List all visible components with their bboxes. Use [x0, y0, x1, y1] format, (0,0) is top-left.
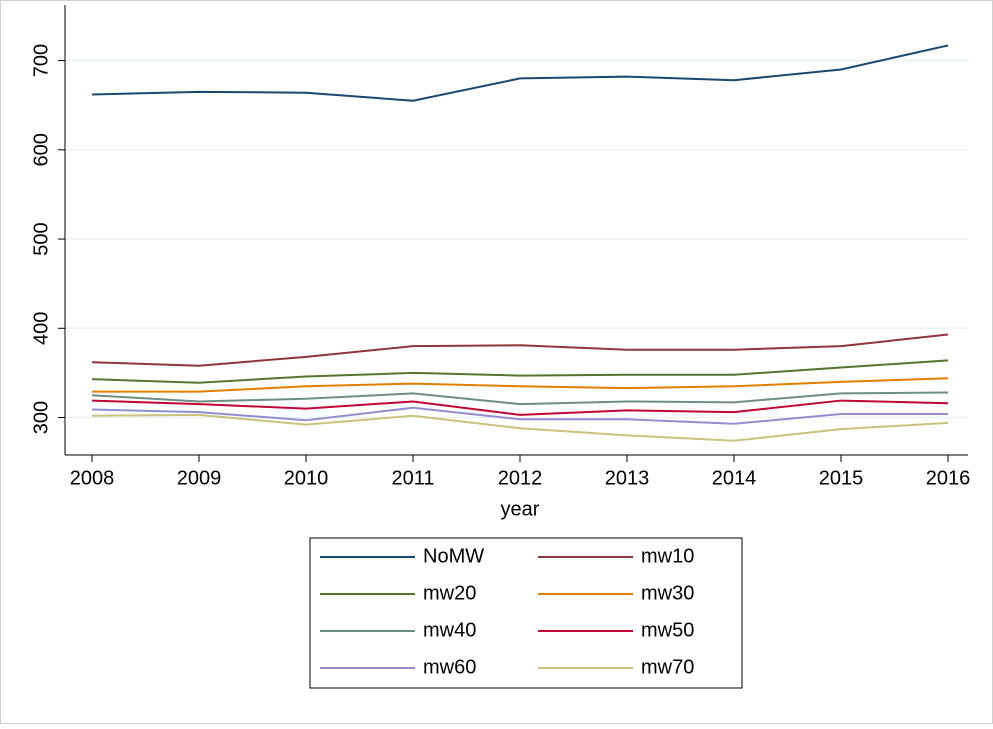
legend-label: mw30 — [641, 582, 694, 604]
x-axis-title: year — [501, 498, 540, 520]
legend-label: mw10 — [641, 545, 694, 567]
legend-label: mw70 — [641, 656, 694, 678]
legend-label: mw40 — [423, 619, 476, 641]
line-series — [91, 391, 949, 406]
x-tick-label: 2011 — [391, 467, 434, 489]
line-series — [91, 406, 948, 425]
legend-label: NoMW — [423, 545, 484, 567]
line-series — [91, 359, 949, 384]
y-tick-label: 500 — [30, 222, 52, 255]
x-tick-label: 2008 — [70, 467, 115, 489]
y-tick-label: 400 — [30, 312, 52, 345]
y-tick-label: 700 — [30, 44, 52, 77]
legend-label: mw60 — [423, 656, 476, 678]
line-series — [92, 377, 949, 393]
x-tick-label: 2009 — [177, 467, 222, 489]
line-series — [91, 44, 949, 102]
y-tick-label: 600 — [30, 133, 52, 166]
x-tick-label: 2012 — [498, 467, 543, 489]
x-tick-label: 2010 — [284, 467, 329, 489]
x-tick-label: 2013 — [605, 467, 650, 489]
x-tick-label: 2016 — [926, 467, 971, 489]
line-series — [91, 333, 949, 367]
legend-box — [309, 537, 743, 689]
line-series — [91, 413, 949, 442]
x-tick-label: 2014 — [712, 467, 757, 489]
legend-label: mw20 — [423, 582, 476, 604]
x-tick-label: 2015 — [819, 467, 864, 489]
y-tick-label: 300 — [30, 401, 52, 434]
line-series — [91, 399, 949, 416]
legend-label: mw50 — [641, 619, 694, 641]
